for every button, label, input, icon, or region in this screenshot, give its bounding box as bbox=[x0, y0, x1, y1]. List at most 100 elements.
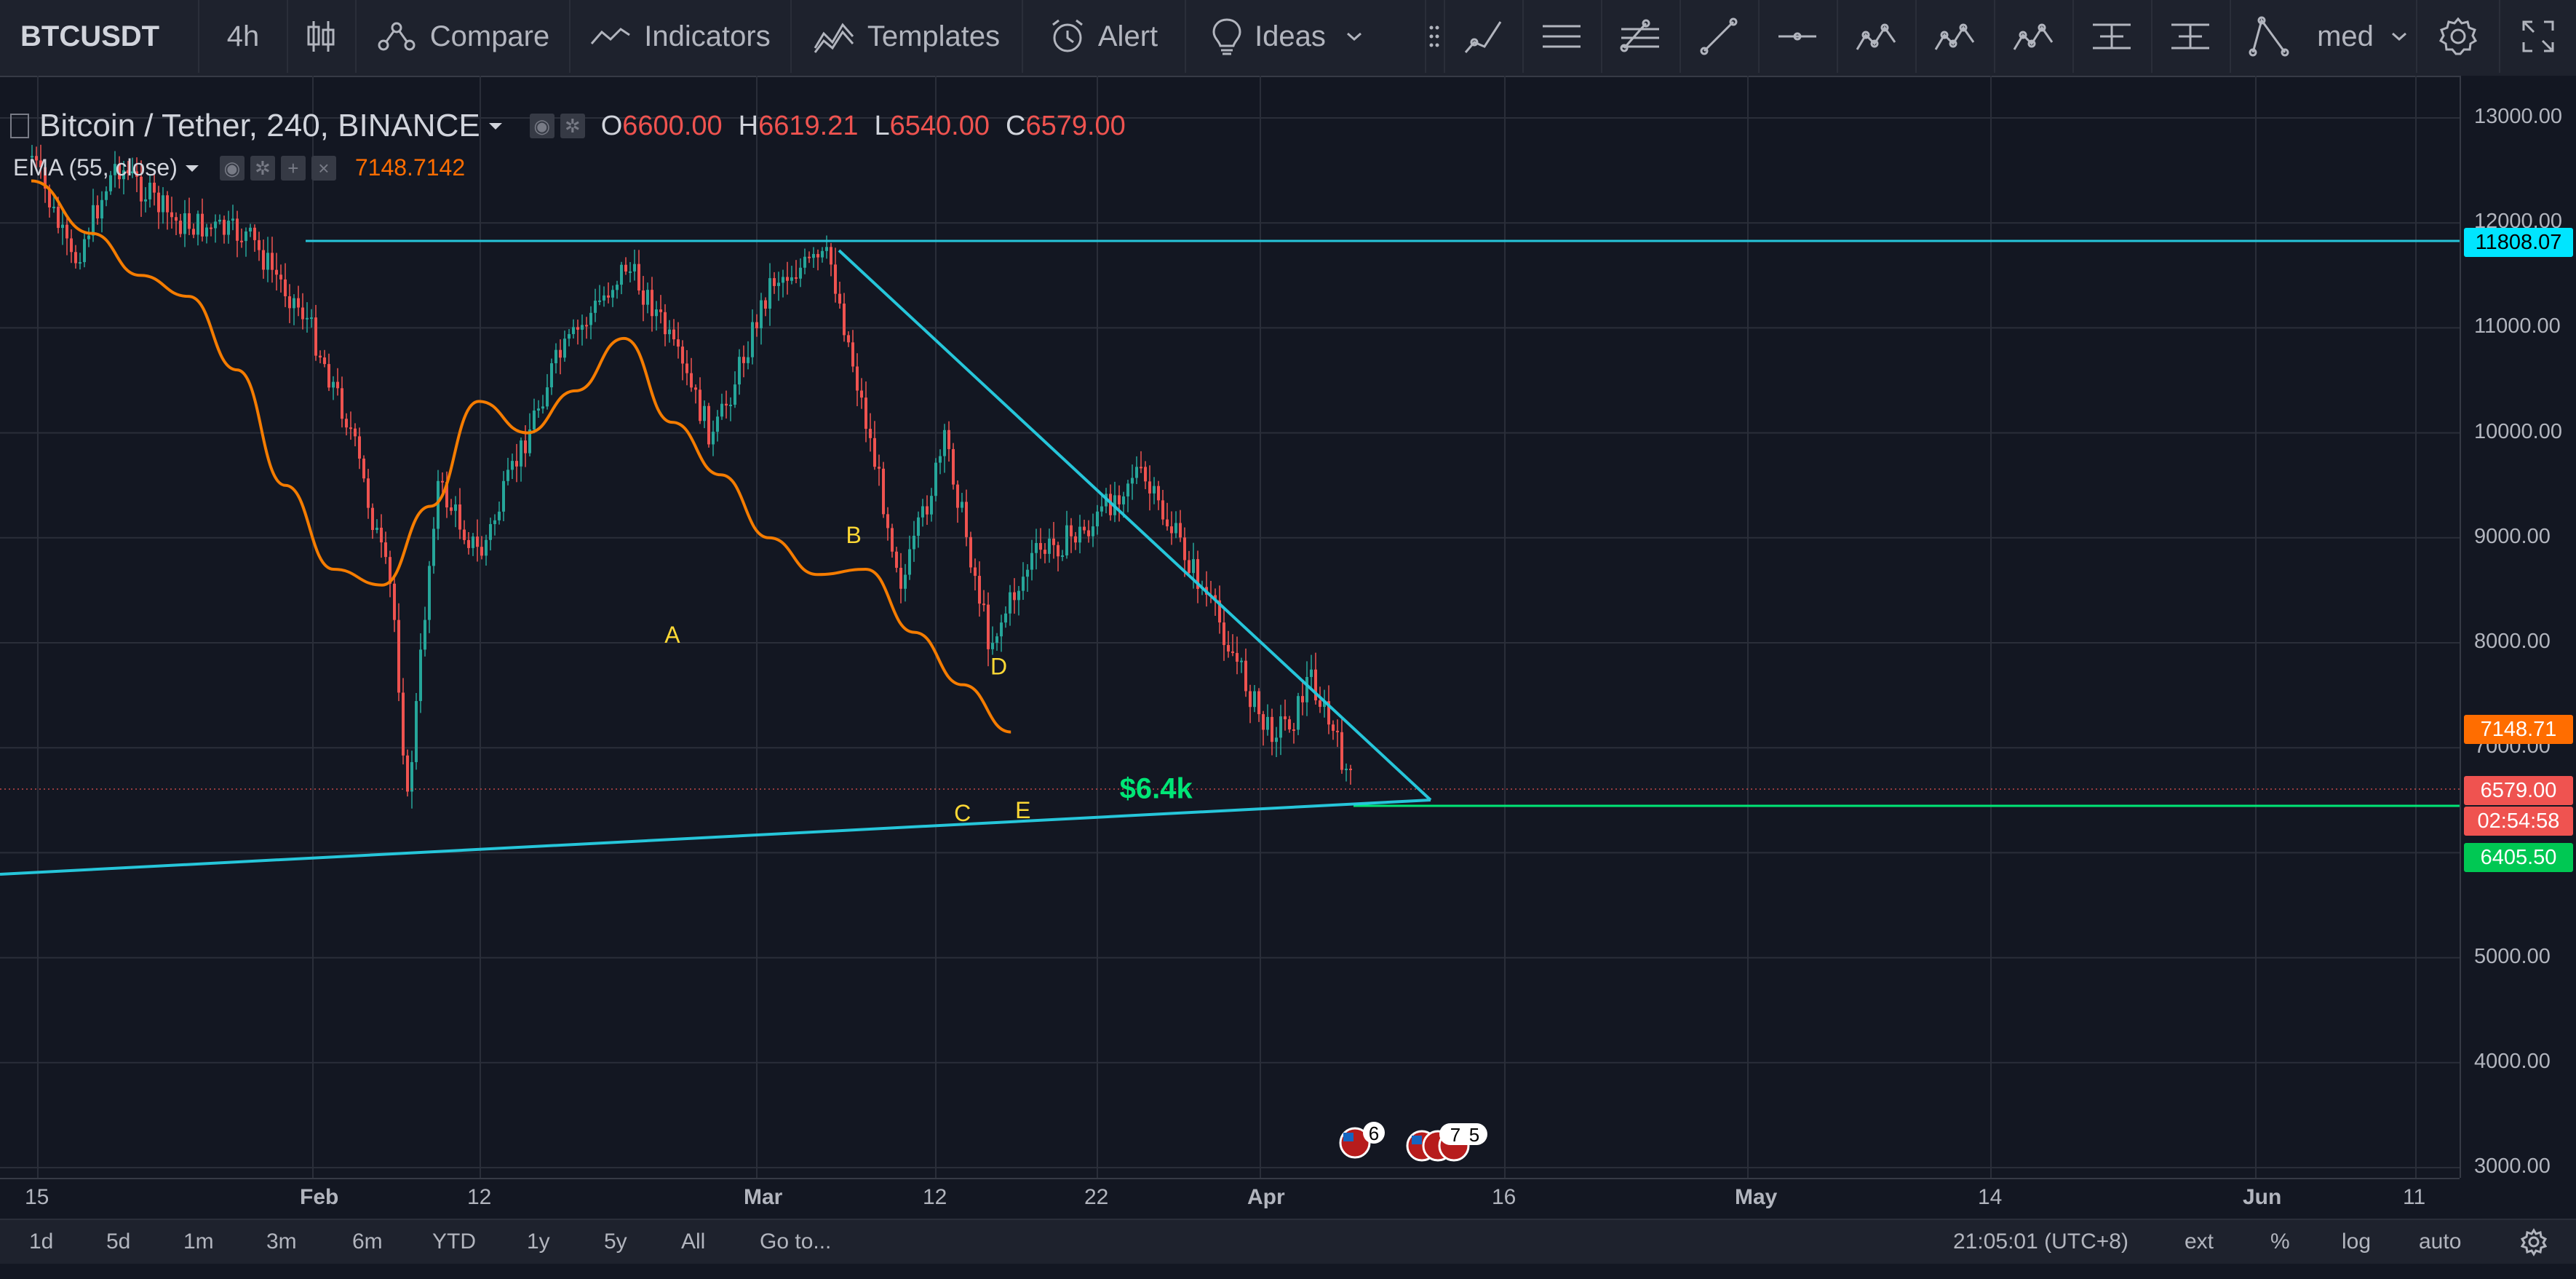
compare-button[interactable]: Compare bbox=[357, 0, 568, 73]
settings-button[interactable] bbox=[2417, 0, 2499, 73]
candle-body bbox=[685, 363, 688, 373]
range-button-1m[interactable]: 1m bbox=[183, 1229, 214, 1254]
fib-retracement-tool[interactable] bbox=[1601, 0, 1678, 73]
range-button-5d[interactable]: 5d bbox=[106, 1229, 131, 1254]
descending-trendline[interactable] bbox=[838, 249, 1432, 801]
toolbar-divider bbox=[287, 0, 288, 73]
fullscreen-button[interactable] bbox=[2500, 0, 2576, 73]
economic-events[interactable]: 6 7 5 bbox=[1339, 1122, 1487, 1162]
range-button-3m[interactable]: 3m bbox=[266, 1229, 297, 1254]
ideas-button[interactable]: Ideas bbox=[1186, 0, 1390, 73]
range-button-ytd[interactable]: YTD bbox=[432, 1229, 476, 1254]
time-tick-label: 15 bbox=[25, 1185, 49, 1209]
target-price-label: 6405.50 bbox=[2464, 843, 2573, 872]
candle-body bbox=[105, 191, 108, 200]
chart-pane[interactable]: A B C D E $6.4k 6 7 5 Bitcoin / Tether, 240, … bbox=[0, 76, 2460, 1178]
candle-body bbox=[895, 551, 898, 568]
toolbar-divider bbox=[790, 0, 792, 73]
candle-body bbox=[1166, 519, 1169, 527]
time-tick-label: 16 bbox=[1492, 1185, 1516, 1209]
gear-icon[interactable]: ✲ bbox=[560, 114, 585, 138]
candle-body bbox=[493, 520, 496, 524]
candle-body bbox=[550, 363, 553, 388]
horizontal-line-tool[interactable] bbox=[1758, 0, 1835, 73]
trend-line-tool[interactable] bbox=[1679, 0, 1757, 73]
candle-body bbox=[336, 381, 339, 389]
triangle-pattern-tool[interactable] bbox=[2230, 0, 2307, 73]
abc-pattern-tool[interactable] bbox=[1994, 0, 2071, 73]
range-button-1y[interactable]: 1y bbox=[527, 1229, 550, 1254]
lightbulb-icon bbox=[1212, 18, 1241, 55]
candle-body bbox=[982, 603, 985, 606]
candle-body bbox=[1026, 569, 1029, 577]
auto-toggle[interactable]: auto bbox=[2419, 1229, 2462, 1254]
main-series-legend[interactable]: Bitcoin / Tether, 240, BINANCE ◉ ✲ O 6600… bbox=[10, 108, 1126, 144]
range-button-1d[interactable]: 1d bbox=[29, 1229, 54, 1254]
indicators-button[interactable]: Indicators bbox=[571, 0, 789, 73]
toolbar-divider bbox=[355, 0, 357, 73]
log-toggle[interactable]: log bbox=[2342, 1229, 2372, 1254]
abcd-pattern-tool[interactable] bbox=[1837, 0, 1914, 73]
close-icon[interactable]: × bbox=[311, 155, 336, 181]
chevron-down-icon bbox=[1346, 32, 1361, 41]
layout-name-button[interactable]: med bbox=[2313, 0, 2414, 73]
candle-body bbox=[450, 507, 453, 511]
candle-body bbox=[166, 195, 169, 213]
gear-icon[interactable]: ✲ bbox=[250, 155, 275, 181]
candle-body bbox=[576, 327, 579, 330]
alert-button[interactable]: Alert bbox=[1023, 0, 1183, 73]
candle-body bbox=[1319, 700, 1321, 708]
symbol-search-button[interactable]: BTCUSDT bbox=[0, 0, 196, 73]
drag-handle[interactable] bbox=[1426, 0, 1442, 73]
ext-toggle[interactable]: ext bbox=[2185, 1229, 2214, 1254]
price-chart[interactable]: A B C D E $6.4k 6 7 5 bbox=[0, 76, 2460, 1178]
range-button-6m[interactable]: 6m bbox=[352, 1229, 383, 1254]
series-title: Bitcoin / Tether, 240, BINANCE bbox=[39, 108, 480, 143]
range-button-5y[interactable]: 5y bbox=[604, 1229, 627, 1254]
candle-body bbox=[1144, 467, 1147, 482]
candle-body bbox=[1013, 592, 1016, 601]
candle-body bbox=[44, 167, 47, 189]
candle-body bbox=[899, 567, 902, 589]
legend-collapse-icon[interactable] bbox=[10, 114, 29, 138]
interval-button[interactable]: 4h bbox=[199, 0, 287, 73]
price-axis[interactable]: 13000.00 12000.00 11000.00 10000.00 9000.00 8… bbox=[2460, 76, 2576, 1178]
ascending-trendline[interactable] bbox=[0, 799, 1431, 876]
candle-body bbox=[48, 189, 51, 207]
candle-body bbox=[1292, 729, 1295, 731]
horizontal-lines-tool[interactable] bbox=[1522, 0, 1599, 73]
chevron-down-icon[interactable] bbox=[183, 162, 201, 175]
candle-body bbox=[1157, 486, 1160, 501]
chevron-down-icon[interactable] bbox=[486, 119, 505, 133]
candle-body bbox=[646, 290, 649, 305]
eye-icon[interactable]: ◉ bbox=[529, 114, 554, 138]
toolbar-divider bbox=[198, 0, 199, 73]
brush-tool[interactable] bbox=[1444, 0, 1521, 73]
candle-body bbox=[1122, 496, 1125, 504]
percent-toggle[interactable]: % bbox=[2270, 1229, 2290, 1254]
axis-settings-button[interactable] bbox=[2520, 1220, 2561, 1264]
candle-body bbox=[127, 170, 130, 174]
measure-range-tool[interactable] bbox=[2151, 0, 2228, 73]
range-button-all[interactable]: All bbox=[681, 1229, 706, 1254]
eye-icon[interactable]: ◉ bbox=[219, 155, 245, 181]
time-axis[interactable]: 15 Feb 12 Mar 12 22 Apr 16 May 14 Jun 11 bbox=[0, 1178, 2460, 1220]
candle-body bbox=[1140, 467, 1142, 469]
candle-body bbox=[585, 325, 588, 327]
candle-body bbox=[179, 221, 182, 234]
go-to-button[interactable]: Go to... bbox=[760, 1229, 832, 1254]
templates-button[interactable]: Templates bbox=[792, 0, 1020, 73]
ae-pattern-tool[interactable] bbox=[1915, 0, 1992, 73]
candle-body bbox=[57, 207, 60, 229]
candle-body bbox=[830, 247, 832, 265]
plus-icon[interactable]: + bbox=[280, 155, 306, 181]
time-tick-label: 14 bbox=[1978, 1185, 2003, 1209]
candle-body bbox=[563, 338, 566, 358]
compare-icon bbox=[378, 22, 416, 51]
measure-vertical-tool[interactable] bbox=[2072, 0, 2150, 73]
ema-legend[interactable]: EMA (55, close) ◉ ✲ + × 7148.7142 bbox=[13, 154, 465, 181]
candle-body bbox=[1310, 669, 1313, 678]
top-toolbar: BTCUSDT 4h Compare Indicators bbox=[0, 0, 2576, 77]
candle-body bbox=[707, 405, 710, 445]
chart-type-button[interactable] bbox=[288, 0, 354, 73]
